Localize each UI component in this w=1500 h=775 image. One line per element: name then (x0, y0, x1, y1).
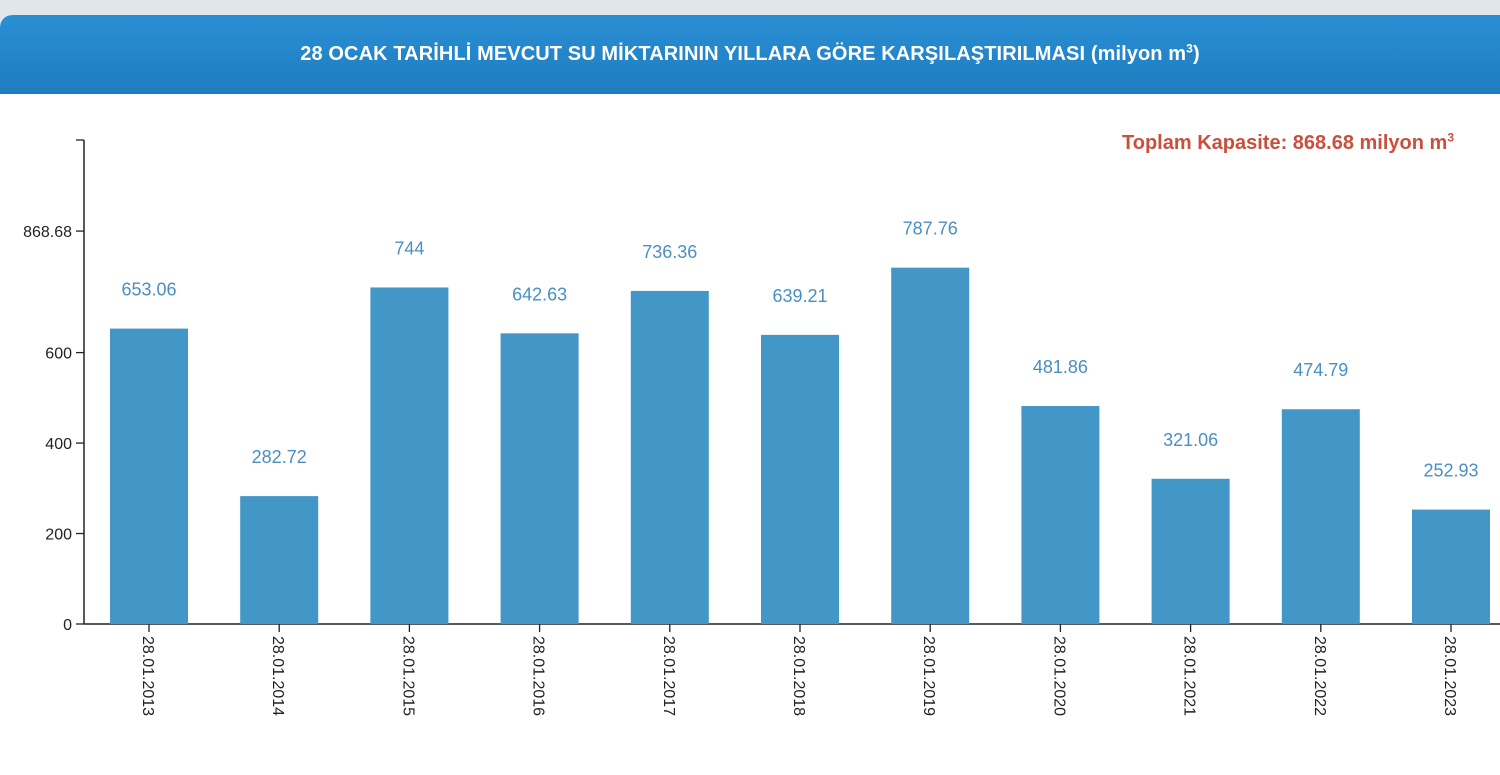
x-tick-label: 28.01.2022 (1311, 636, 1328, 716)
x-tick-label: 28.01.2014 (269, 636, 286, 716)
x-tick-label: 28.01.2017 (660, 636, 677, 716)
data-label: 282.72 (252, 447, 307, 467)
bar (370, 287, 449, 624)
chart-unit: (milyon m3) (1090, 41, 1200, 65)
data-label: 321.06 (1163, 430, 1218, 450)
data-label: 736.36 (642, 242, 697, 262)
data-label: 787.76 (903, 219, 958, 239)
x-tick-label: 28.01.2021 (1181, 636, 1198, 716)
data-label: 653.06 (121, 280, 176, 300)
y-tick-label: 600 (45, 346, 72, 363)
y-tick-label: 200 (45, 527, 72, 544)
data-label: 252.93 (1423, 461, 1478, 481)
y-tick-label: 0 (63, 617, 72, 634)
x-tick-label: 28.01.2019 (920, 636, 937, 716)
x-tick-label: 28.01.2016 (530, 636, 547, 716)
chart-title: 28 OCAK TARİHLİ MEVCUT SU MİKTARININ YIL… (300, 43, 1086, 65)
x-tick-label: 28.01.2020 (1050, 636, 1067, 716)
chart-title-bar: 28 OCAK TARİHLİ MEVCUT SU MİKTARININ YIL… (0, 15, 1500, 94)
bar (1151, 478, 1230, 624)
bar (110, 328, 188, 624)
bar (761, 334, 839, 624)
bar (1412, 509, 1490, 624)
x-tick-label: 28.01.2018 (790, 636, 807, 716)
data-label: 474.79 (1293, 360, 1348, 380)
chart-panel: 28 OCAK TARİHLİ MEVCUT SU MİKTARININ YIL… (0, 15, 1500, 775)
data-label: 744 (394, 238, 424, 258)
bar (1021, 406, 1100, 624)
data-label: 642.63 (512, 284, 567, 304)
bar (630, 290, 709, 624)
bar (500, 333, 579, 624)
bar (891, 267, 970, 624)
y-tick-label: 400 (45, 436, 72, 453)
x-tick-label: 28.01.2013 (139, 636, 156, 716)
total-capacity-label: Toplam Kapasite: 868.68 milyon m3 (1122, 130, 1454, 154)
bar (240, 496, 319, 624)
y-tick-label: 868.68 (23, 224, 72, 241)
x-tick-label: 28.01.2015 (399, 636, 416, 716)
data-label: 481.86 (1033, 357, 1088, 377)
bar (1281, 409, 1360, 624)
x-tick-label: 28.01.2023 (1441, 636, 1458, 716)
data-label: 639.21 (772, 286, 827, 306)
